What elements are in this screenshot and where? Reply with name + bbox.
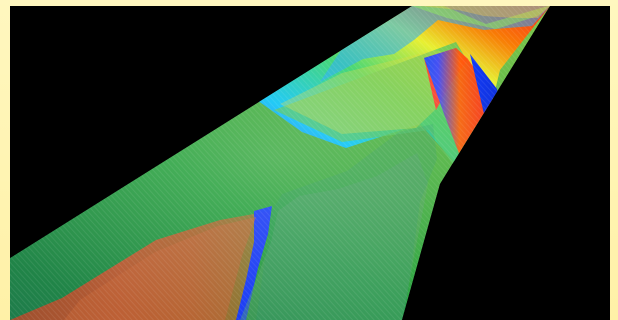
render-viewport xyxy=(10,6,610,320)
phase-ribbon-visualization xyxy=(10,6,610,320)
